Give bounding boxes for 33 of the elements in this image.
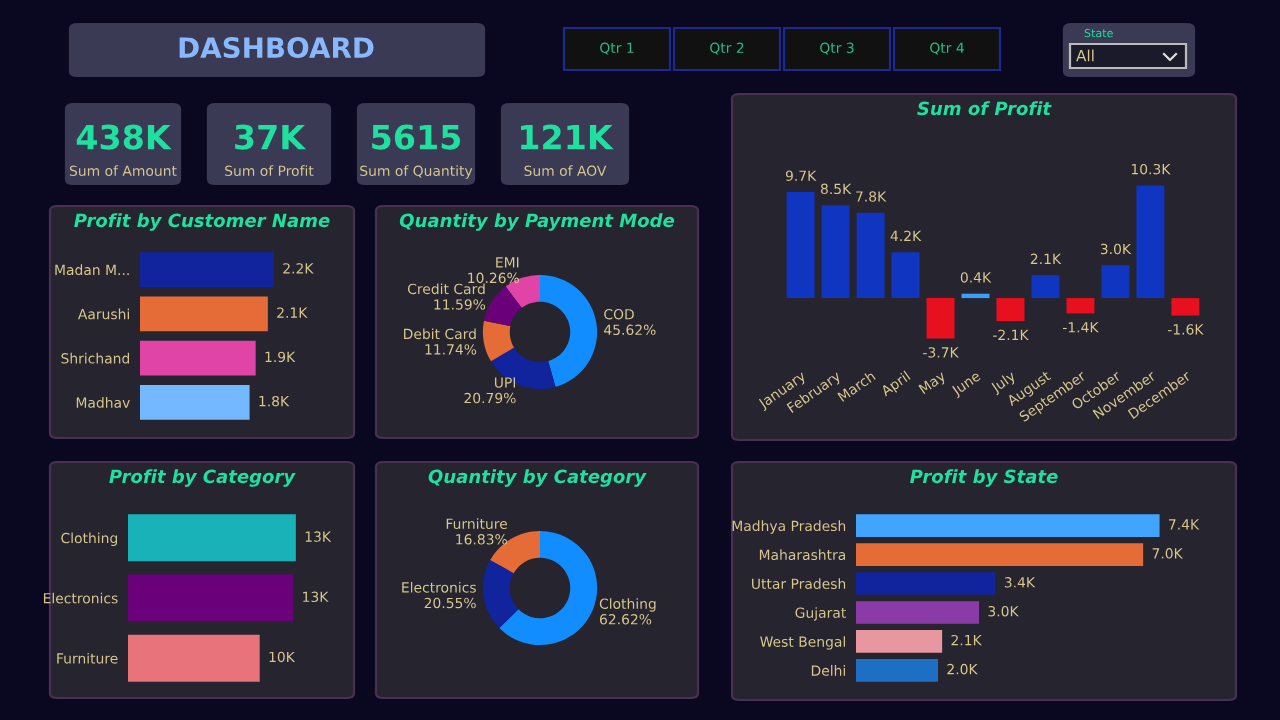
bar [856,572,996,595]
text: 5615 [372,124,461,150]
bar [140,252,274,287]
bar [856,543,1144,566]
bar [140,385,250,420]
bar [140,340,256,376]
text: 438K [76,124,172,150]
bar [786,192,815,299]
bar [821,205,850,299]
chart-title: Sum of Profit [917,101,1052,116]
bar [1066,298,1095,314]
bar [961,293,990,299]
chart-title: Quantity by Payment Mode [399,213,675,231]
chart-title: Profit by Category [109,469,296,487]
bar [1101,265,1130,299]
chart-title: Quantity by Category [428,469,647,487]
bar [1031,275,1060,299]
bar [996,298,1025,322]
chart-title: Profit by Customer Name [74,213,330,231]
bar [856,601,980,624]
bar [140,296,268,332]
bar [856,212,885,299]
bar [891,252,920,299]
text: 121K [521,124,614,150]
chart-title: Profit by State [910,469,1058,487]
bar [926,298,955,339]
text: DASHBOARD [179,37,374,59]
bar [1136,185,1165,299]
bar [856,514,1160,537]
bar [1171,298,1200,316]
bar [856,659,939,682]
bar [856,630,943,653]
text: 37K [235,124,307,150]
